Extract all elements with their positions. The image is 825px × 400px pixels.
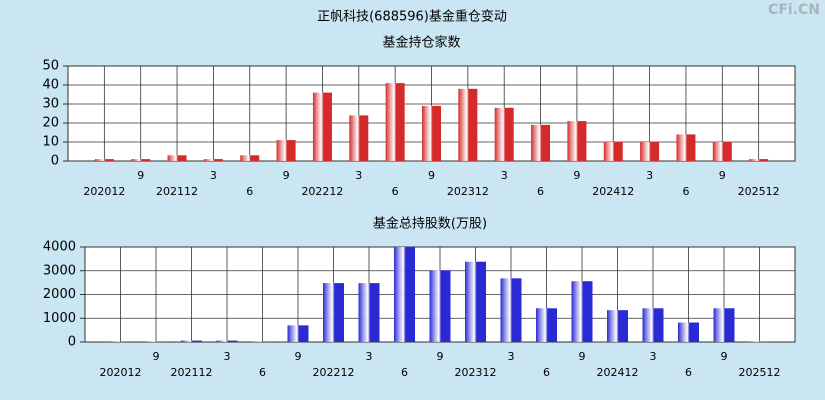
bar xyxy=(494,107,514,161)
x-tick-label: 202212 xyxy=(301,185,343,198)
bar xyxy=(240,155,260,161)
bar xyxy=(500,278,522,342)
x-tick-label: 9 xyxy=(295,350,302,363)
x-tick-label: 3 xyxy=(646,169,653,182)
bar xyxy=(531,124,551,161)
bar xyxy=(203,159,223,161)
bar xyxy=(429,270,451,342)
bar xyxy=(422,105,441,161)
y-tick-label: 3000 xyxy=(43,263,76,278)
bar xyxy=(607,310,628,342)
y-tick-label: 4000 xyxy=(43,240,76,255)
bar xyxy=(567,121,587,161)
x-tick-label: 6 xyxy=(401,366,408,379)
x-tick-label: 3 xyxy=(650,350,657,363)
y-tick-label: 40 xyxy=(42,78,59,93)
bar xyxy=(536,308,557,342)
page-title: 正帆科技(688596)基金重仓变动 xyxy=(317,9,507,25)
x-tick-label: 6 xyxy=(259,366,266,379)
bar xyxy=(287,325,309,342)
bar xyxy=(323,283,344,342)
x-tick-label: 3 xyxy=(501,169,508,182)
x-tick-label: 202012 xyxy=(100,366,142,379)
x-tick-label: 6 xyxy=(246,185,253,198)
y-tick-label: 20 xyxy=(42,116,59,131)
bar xyxy=(603,142,623,161)
x-tick-label: 3 xyxy=(224,350,231,363)
x-tick-label: 202512 xyxy=(738,185,780,198)
bar xyxy=(349,115,369,161)
x-tick-label: 3 xyxy=(210,169,217,182)
chart-subtitle: 基金总持股数(万股) xyxy=(373,216,487,232)
watermark: CFi.CN xyxy=(768,2,820,18)
bar xyxy=(458,88,478,161)
x-tick-label: 9 xyxy=(153,350,160,363)
x-tick-label: 9 xyxy=(437,350,444,363)
y-tick-label: 0 xyxy=(51,154,59,169)
x-tick-label: 9 xyxy=(721,350,728,363)
bar xyxy=(465,261,486,342)
chart-subtitle: 基金持仓家数 xyxy=(382,35,460,51)
bar xyxy=(394,247,415,342)
x-tick-label: 9 xyxy=(719,169,726,182)
x-tick-label: 9 xyxy=(428,169,435,182)
bar xyxy=(571,281,593,342)
x-tick-label: 202512 xyxy=(739,366,781,379)
x-tick-label: 202312 xyxy=(447,185,489,198)
x-tick-label: 3 xyxy=(355,169,362,182)
y-tick-label: 2000 xyxy=(43,287,76,302)
bar xyxy=(131,159,151,161)
bar xyxy=(713,308,735,342)
x-tick-label: 9 xyxy=(283,169,290,182)
x-tick-label: 9 xyxy=(137,169,144,182)
x-tick-label: 202112 xyxy=(156,185,198,198)
bar xyxy=(640,142,660,161)
x-tick-label: 3 xyxy=(508,350,515,363)
x-tick-label: 6 xyxy=(537,185,544,198)
x-tick-label: 3 xyxy=(366,350,373,363)
bar xyxy=(678,322,699,342)
bar xyxy=(167,155,187,161)
bar xyxy=(312,92,332,161)
x-tick-label: 6 xyxy=(392,185,399,198)
bar xyxy=(712,142,732,161)
bar xyxy=(181,340,202,342)
y-tick-label: 10 xyxy=(42,135,59,150)
y-tick-label: 30 xyxy=(42,97,59,112)
bar xyxy=(642,308,664,342)
x-tick-label: 6 xyxy=(682,185,689,198)
x-tick-label: 202212 xyxy=(313,366,355,379)
x-tick-label: 202312 xyxy=(455,366,497,379)
bar xyxy=(358,283,380,342)
bar xyxy=(676,134,696,161)
x-tick-label: 6 xyxy=(685,366,692,379)
x-tick-label: 6 xyxy=(543,366,550,379)
x-tick-label: 202412 xyxy=(597,366,639,379)
x-tick-label: 202112 xyxy=(171,366,213,379)
x-tick-label: 202412 xyxy=(592,185,634,198)
bar xyxy=(276,140,296,161)
bar xyxy=(216,340,238,342)
bar xyxy=(94,159,114,161)
bar xyxy=(385,83,405,161)
x-tick-label: 202012 xyxy=(83,185,125,198)
x-tick-label: 9 xyxy=(573,169,580,182)
y-tick-label: 0 xyxy=(68,335,76,350)
bar xyxy=(749,159,769,161)
x-tick-label: 9 xyxy=(579,350,586,363)
y-tick-label: 1000 xyxy=(43,311,76,326)
y-tick-label: 50 xyxy=(42,59,59,74)
